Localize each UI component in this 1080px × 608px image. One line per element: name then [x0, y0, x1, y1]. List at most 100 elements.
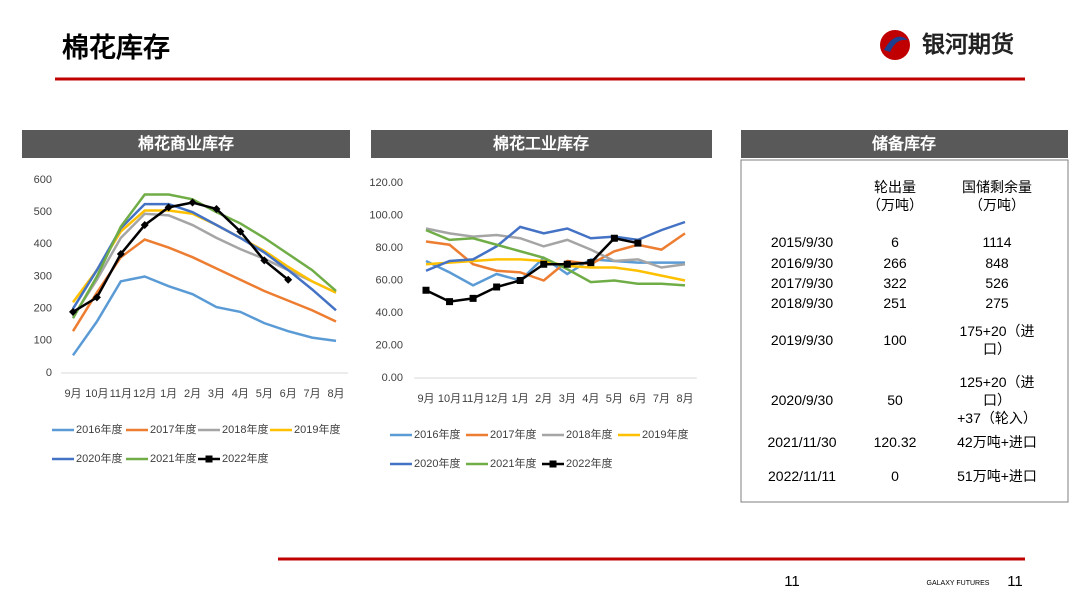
- x-tick-label: 8月: [327, 388, 344, 400]
- legend-label: 2017年度: [150, 422, 196, 436]
- x-tick-label: 6月: [280, 388, 297, 400]
- table-cell: 175+20（进口）: [959, 323, 1035, 357]
- x-tick-label: 1月: [160, 388, 177, 400]
- table-cell: 526: [985, 275, 1009, 291]
- table-cell: 6: [891, 234, 899, 250]
- x-tick-label: 3月: [208, 388, 225, 400]
- series-line: [71, 275, 337, 357]
- table-border: [740, 159, 1069, 503]
- table-cell: 2018/9/30: [770, 295, 834, 311]
- table-cell: 322: [883, 275, 907, 291]
- point-marker: [188, 198, 197, 207]
- point-marker: [516, 277, 524, 284]
- x-tick-label: 10月: [438, 393, 461, 405]
- point-marker: [634, 239, 642, 247]
- series-line: [71, 209, 337, 303]
- series-line: [72, 201, 289, 313]
- x-tick-label: 5月: [256, 388, 273, 400]
- y-tick-label: 60.00: [375, 274, 403, 286]
- page-number: 11: [1007, 573, 1023, 590]
- x-tick-label: 6月: [629, 393, 646, 405]
- series-line: [425, 227, 686, 269]
- point-marker: [469, 294, 477, 302]
- x-tick-label: 11月: [110, 388, 132, 400]
- legend-label: 2020年度: [414, 456, 460, 470]
- table-cell: 1114: [982, 234, 1012, 250]
- table-cell: 2016/9/30: [770, 255, 834, 271]
- legend-label: 2022年度: [222, 451, 268, 465]
- legend-label: 2016年度: [76, 422, 122, 436]
- y-tick-label: 80.00: [375, 242, 403, 254]
- point-marker: [493, 283, 501, 291]
- slide-title: 棉花库存: [62, 33, 170, 63]
- legend-label: 2016年度: [414, 427, 460, 441]
- panel-header: [22, 130, 350, 158]
- panel-title: 储备库存: [871, 134, 936, 153]
- x-tick-label: 7月: [304, 388, 321, 400]
- legend-label: 2021年度: [150, 451, 196, 465]
- y-tick-label: 0: [46, 367, 52, 379]
- point-marker: [284, 275, 293, 284]
- y-tick-label: 40.00: [375, 307, 403, 319]
- x-tick-label: 12月: [485, 393, 508, 405]
- panel-title: 棉花商业库存: [138, 134, 234, 153]
- table-header: 轮出量 （万吨）: [867, 179, 923, 213]
- y-tick-label: 600: [34, 174, 52, 186]
- point-marker: [260, 256, 269, 265]
- x-tick-label: 9月: [417, 393, 434, 405]
- table-cell: 266: [883, 255, 907, 271]
- panel-header: [371, 130, 712, 158]
- y-tick-label: 0.00: [382, 372, 403, 384]
- x-tick-label: 11月: [462, 393, 484, 405]
- table-cell: 50: [887, 392, 903, 408]
- x-tick-label: 1月: [512, 393, 529, 405]
- point-marker: [236, 227, 245, 236]
- x-tick-label: 10月: [85, 388, 108, 400]
- table-cell: 2019/9/30: [770, 332, 834, 348]
- legend-label: 2018年度: [222, 422, 268, 436]
- x-tick-label: 4月: [232, 388, 249, 400]
- point-marker: [212, 204, 221, 213]
- table-cell: 51万吨+进口: [957, 468, 1037, 484]
- legend-label: 2017年度: [490, 427, 536, 441]
- table-cell: 125+20（进口） +37（轮入）: [957, 374, 1037, 426]
- x-tick-label: 4月: [582, 393, 599, 405]
- y-tick-label: 200: [34, 303, 52, 315]
- table-cell: 848: [985, 255, 1009, 271]
- table-cell: 0: [891, 468, 899, 484]
- table-cell: 275: [985, 295, 1009, 311]
- y-tick-label: 100: [34, 335, 52, 347]
- page-number: 11: [784, 573, 800, 590]
- x-tick-label: 7月: [653, 393, 670, 405]
- x-tick-label: 9月: [64, 388, 81, 400]
- legend-marker: [205, 455, 213, 463]
- point-marker: [164, 203, 173, 212]
- point-marker: [140, 221, 149, 230]
- table-cell: 2020/9/30: [770, 392, 834, 408]
- logo-icon-swirl: [884, 36, 908, 52]
- point-marker: [587, 259, 595, 267]
- footer-brand: GALAXY FUTURES: [927, 580, 990, 587]
- table-cell: 2022/11/11: [768, 468, 836, 484]
- series-line: [425, 256, 685, 287]
- legend-label: 2021年度: [490, 456, 536, 470]
- y-tick-label: 300: [34, 270, 52, 282]
- point-marker: [422, 286, 430, 294]
- table-header: 国储剩余量（万吨）: [962, 179, 1032, 213]
- table-cell: 2015/9/30: [770, 234, 834, 250]
- point-marker: [446, 298, 454, 306]
- point-marker: [540, 260, 548, 268]
- series-line: [425, 220, 686, 272]
- table-cell: 2017/9/30: [770, 275, 834, 291]
- y-tick-label: 400: [34, 238, 52, 250]
- table-cell: 2021/11/30: [767, 434, 837, 450]
- table-cell: 120.32: [873, 434, 917, 450]
- point-marker: [563, 260, 571, 268]
- point-marker: [92, 293, 101, 302]
- table-cell: 42万吨+进口: [957, 434, 1037, 450]
- y-tick-label: 120.00: [369, 177, 403, 189]
- y-tick-label: 500: [34, 206, 52, 218]
- point-marker: [610, 234, 618, 242]
